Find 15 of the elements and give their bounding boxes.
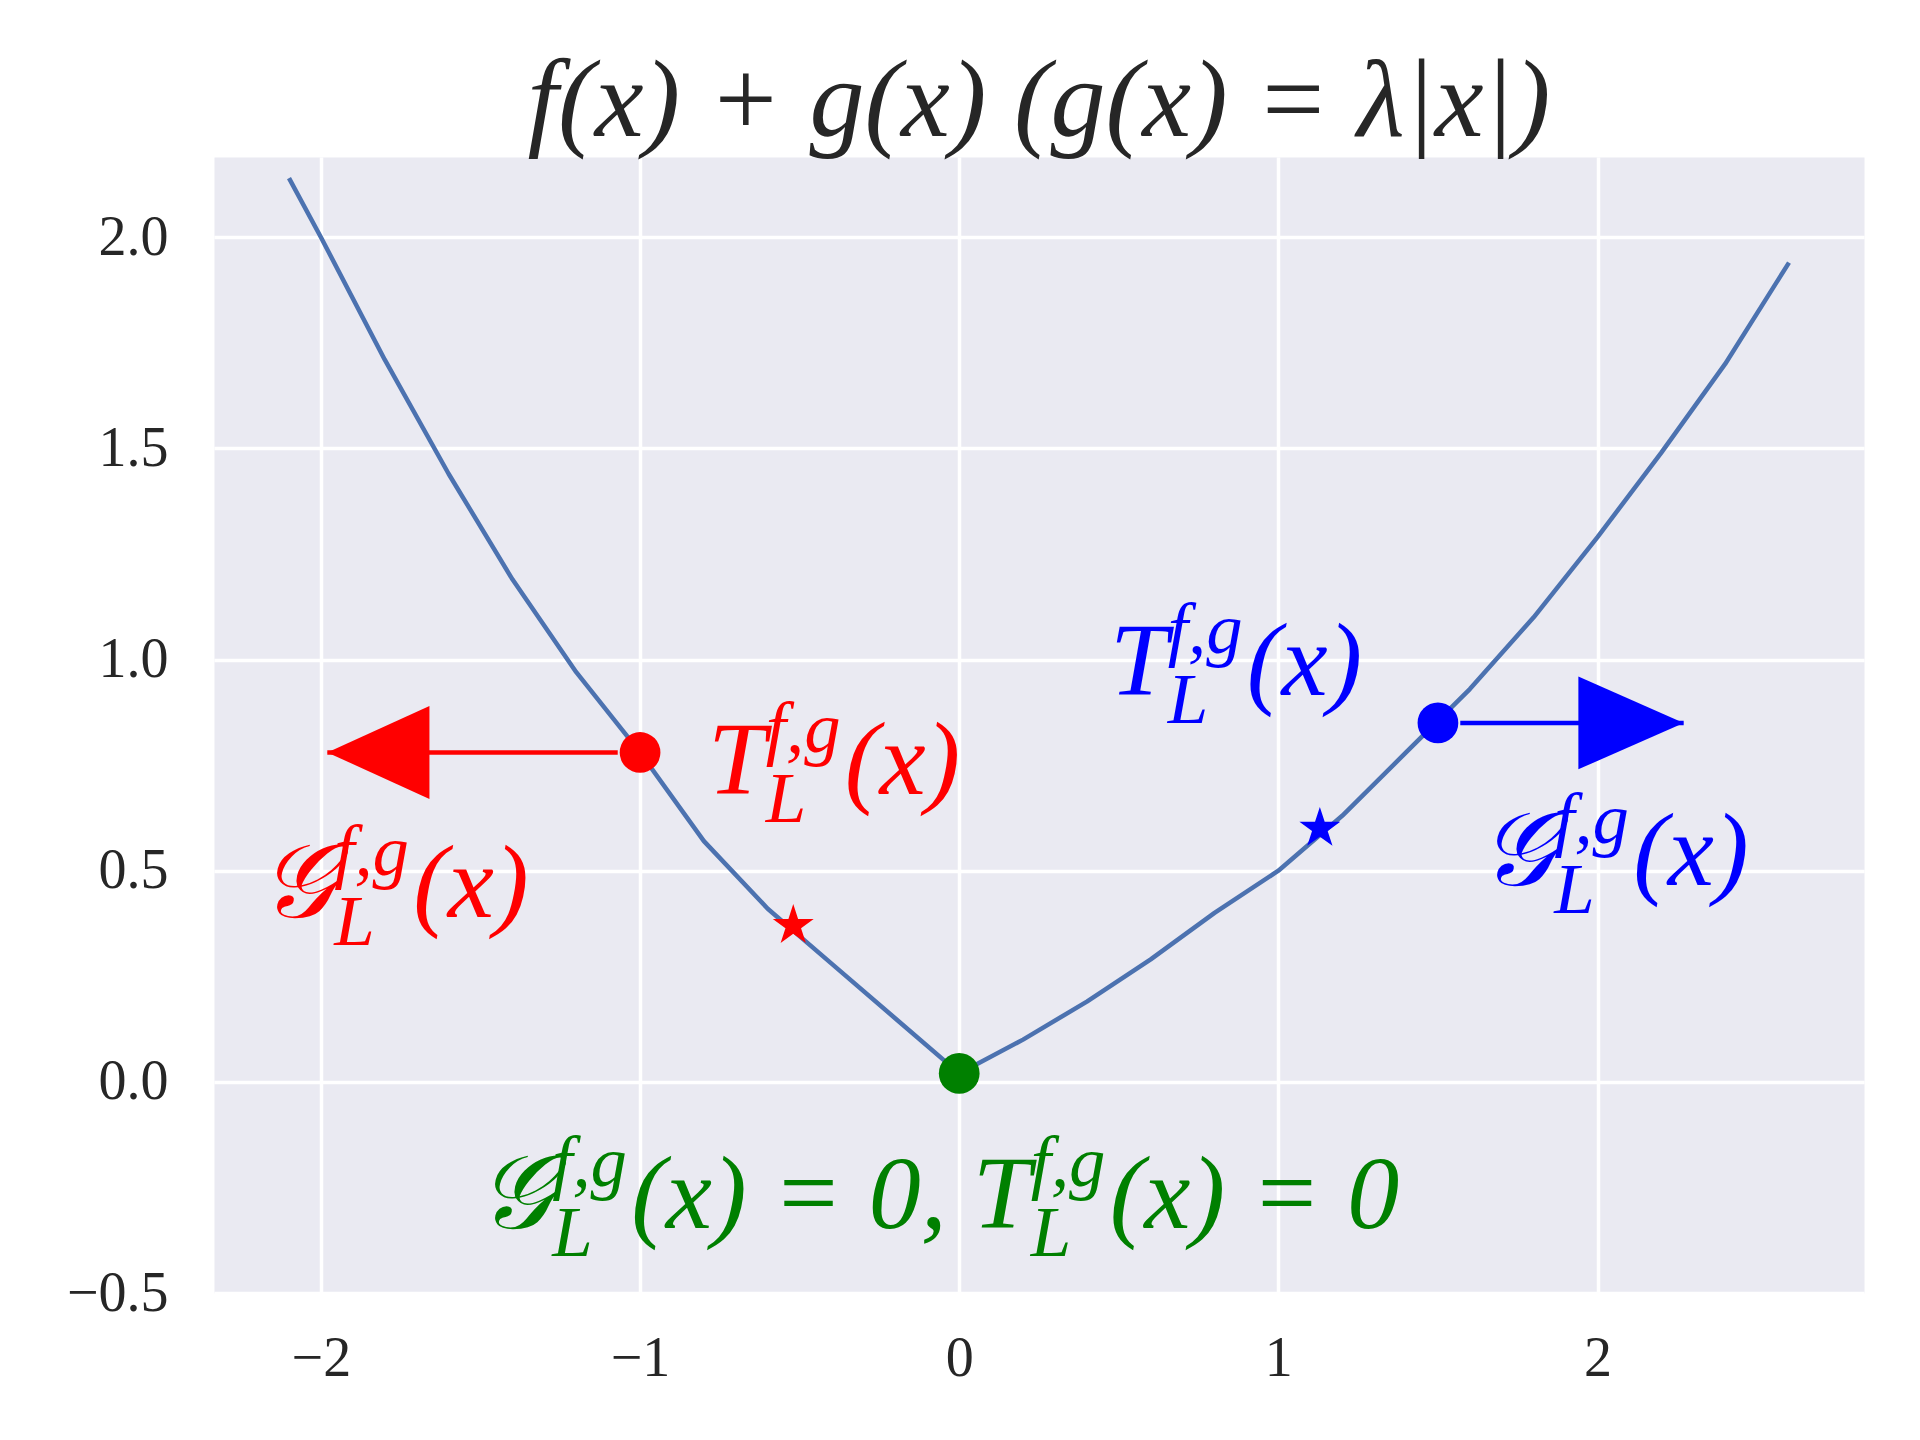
chart-title: f(x) + g(x) (g(x) = λ|x|) (527, 38, 1551, 160)
y-tick-label: 0.0 (98, 1049, 169, 1112)
x-tick-label: −1 (610, 1325, 671, 1388)
y-tick-label: 0.5 (98, 838, 169, 901)
point (619, 732, 661, 773)
y-tick-label: 2.0 (98, 204, 169, 267)
y-tick-label: −0.5 (66, 1260, 169, 1323)
x-tick-label: −2 (291, 1325, 352, 1388)
point (938, 1053, 980, 1094)
y-tick-label: 1.5 (98, 415, 169, 478)
x-tick-label: 2 (1584, 1325, 1613, 1388)
x-tick-label: 1 (1264, 1325, 1293, 1388)
point (1417, 702, 1459, 744)
y-tick-label: 1.0 (98, 627, 169, 690)
x-tick-label: 0 (945, 1325, 974, 1388)
